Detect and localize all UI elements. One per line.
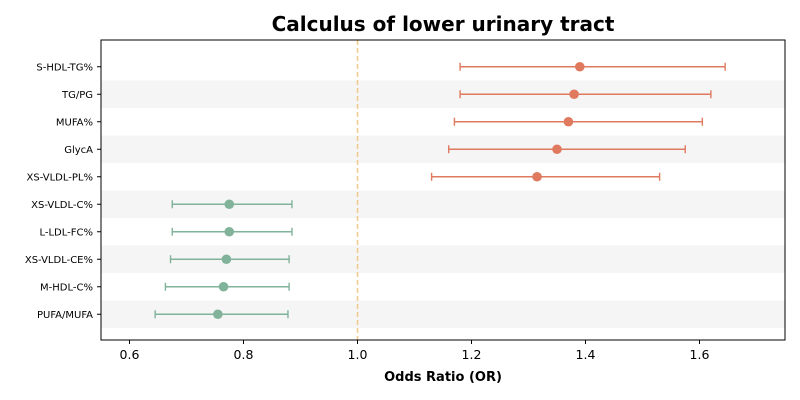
estimate-point [213, 309, 223, 320]
y-tick-label: M-HDL-C% [40, 282, 93, 293]
estimate-point [532, 171, 542, 182]
y-axis: S-HDL-TG% TG/PG MUFA% GlycA XS-VLDL-PL% XS-VL… [25, 62, 101, 321]
x-tick-label: 1.6 [690, 347, 710, 362]
y-tick-label: XS-VLDL-CE% [25, 255, 93, 266]
y-tick-label: GlycA [64, 145, 93, 156]
y-tick-label: PUFA/MUFA [37, 310, 93, 321]
estimate-point [563, 116, 574, 127]
estimates-group [154, 61, 726, 320]
estimate-point [224, 199, 235, 210]
estimate-point [569, 89, 579, 100]
estimate-point [218, 281, 229, 292]
estimate-point [575, 61, 585, 72]
y-tick-label: MUFA% [56, 117, 93, 128]
estimate-point [224, 226, 235, 237]
y-tick-label: XS-VLDL-C% [31, 200, 93, 211]
chart-title: Calculus of lower urinary tract [272, 12, 615, 36]
x-tick-label: 0.6 [120, 347, 140, 362]
x-tick-label: 1.4 [576, 347, 596, 362]
estimate-point [552, 144, 562, 155]
x-axis: 0.6 0.8 1.0 1.2 1.4 1.6 [120, 340, 710, 362]
y-tick-label: L-LDL-FC% [39, 227, 93, 238]
estimate-point [221, 254, 232, 265]
y-tick-label: TG/PG [61, 90, 93, 101]
y-tick-label: XS-VLDL-PL% [27, 172, 93, 183]
plot-frame [100, 39, 786, 341]
y-tick-label: S-HDL-TG% [36, 62, 93, 73]
x-axis-label: Odds Ratio (OR) [384, 370, 502, 385]
x-tick-label: 1.2 [462, 347, 482, 362]
x-tick-label: 0.8 [234, 347, 254, 362]
x-tick-label: 1.0 [348, 347, 368, 362]
